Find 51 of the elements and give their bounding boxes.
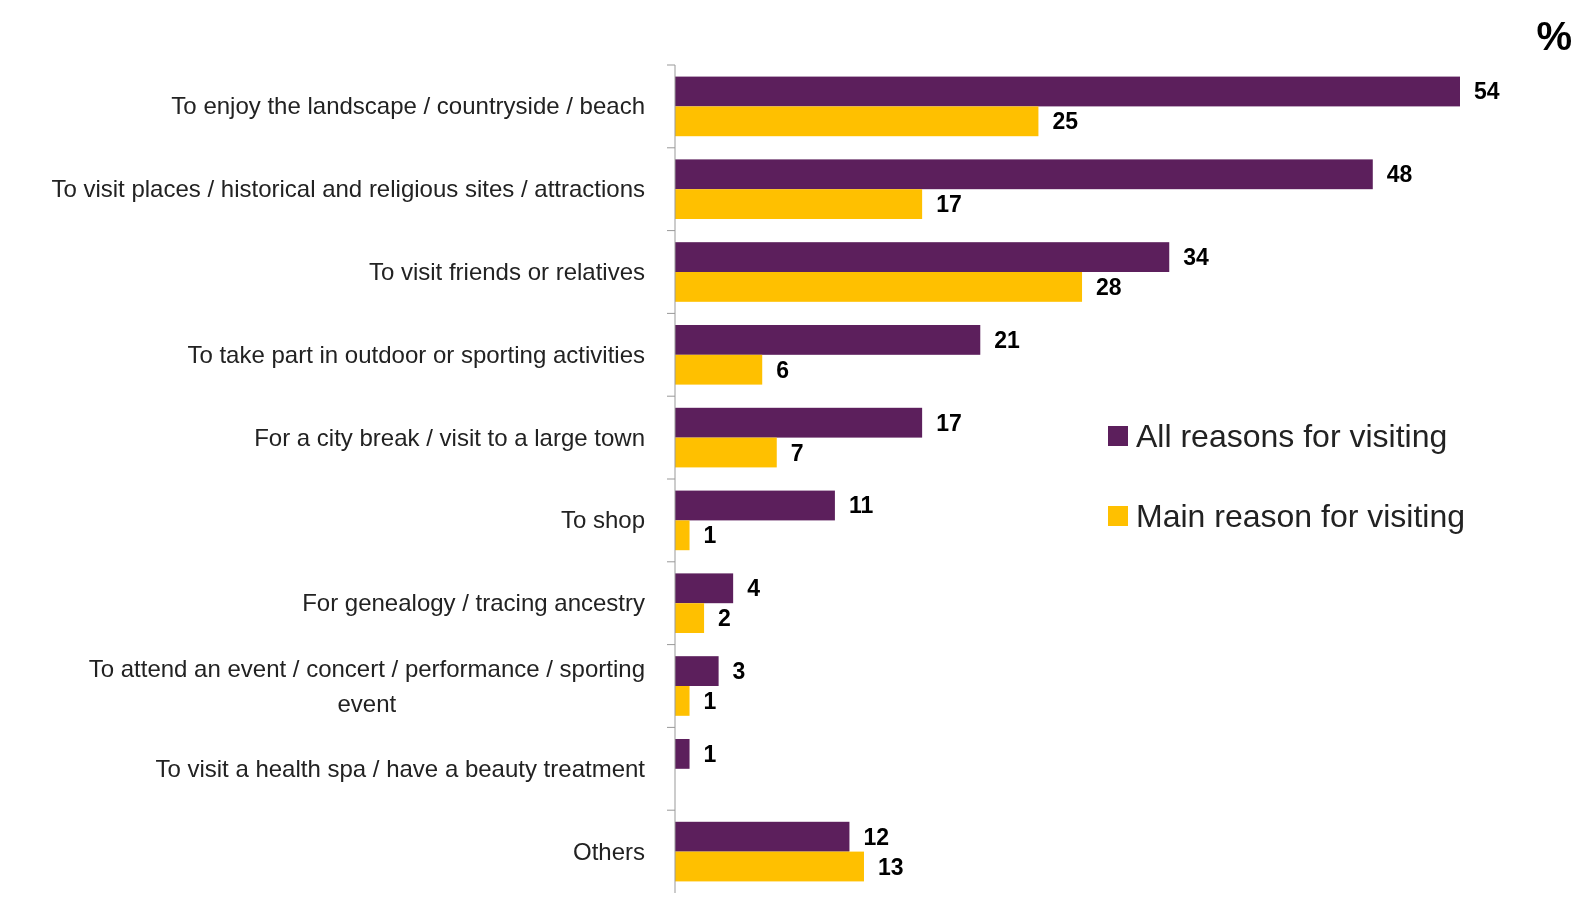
data-label: 13 bbox=[877, 853, 904, 880]
data-label: 1 bbox=[703, 740, 717, 767]
bar bbox=[675, 603, 705, 634]
bar bbox=[675, 520, 690, 551]
bar bbox=[675, 159, 1373, 190]
y-tick-label: To attend an event / concert / performance / sporting event bbox=[88, 654, 645, 717]
y-tick-label: To shop bbox=[560, 506, 645, 534]
bar bbox=[675, 686, 690, 716]
data-label: 34 bbox=[1183, 244, 1210, 271]
bar bbox=[675, 76, 1460, 107]
data-label: 7 bbox=[790, 439, 804, 466]
data-label: 21 bbox=[994, 326, 1021, 353]
bar bbox=[675, 324, 981, 355]
data-label: 48 bbox=[1386, 161, 1413, 188]
bar bbox=[675, 573, 734, 604]
text: % bbox=[1536, 14, 1572, 58]
legend-label: Main reason for visiting bbox=[1136, 498, 1466, 534]
bar bbox=[675, 437, 777, 468]
bar bbox=[675, 738, 690, 769]
y-tick-label: For genealogy / tracing ancestry bbox=[302, 589, 645, 617]
data-label: 1 bbox=[703, 522, 717, 549]
data-label: 28 bbox=[1096, 273, 1122, 300]
bar bbox=[675, 189, 923, 220]
y-tick-label: To visit a health spa / have a beauty treatment bbox=[155, 754, 646, 782]
data-label: 54 bbox=[1474, 78, 1500, 105]
bar bbox=[675, 106, 1039, 137]
bar bbox=[675, 656, 719, 686]
bar bbox=[675, 490, 835, 521]
data-label: 17 bbox=[936, 409, 962, 436]
data-label: 2 bbox=[718, 605, 731, 632]
data-label: 6 bbox=[776, 356, 790, 383]
y-tick-label: To take part in outdoor or sporting activities bbox=[187, 340, 645, 368]
bar bbox=[675, 821, 850, 852]
data-label: 3 bbox=[732, 658, 746, 685]
bar bbox=[675, 407, 923, 438]
y-tick-label: To visit places / historical and religious sites / attractions bbox=[51, 175, 645, 203]
bar bbox=[675, 242, 1170, 272]
legend-label: All reasons for visiting bbox=[1136, 418, 1448, 454]
data-label: 25 bbox=[1052, 108, 1079, 135]
y-tick-label: For a city break / visit to a large town bbox=[254, 423, 645, 451]
data-label: 12 bbox=[863, 823, 890, 850]
y-tick-label: Others bbox=[572, 837, 645, 865]
y-tick-label: To visit friends or relatives bbox=[368, 258, 645, 285]
y-tick-label: To enjoy the landscape / countryside / beach bbox=[171, 92, 645, 120]
data-label: 11 bbox=[848, 492, 874, 519]
data-label: 1 bbox=[703, 687, 717, 714]
bar bbox=[675, 272, 1083, 302]
data-label: 4 bbox=[747, 575, 761, 602]
data-label: 17 bbox=[936, 191, 962, 218]
bar bbox=[675, 851, 864, 882]
bar bbox=[675, 354, 763, 385]
